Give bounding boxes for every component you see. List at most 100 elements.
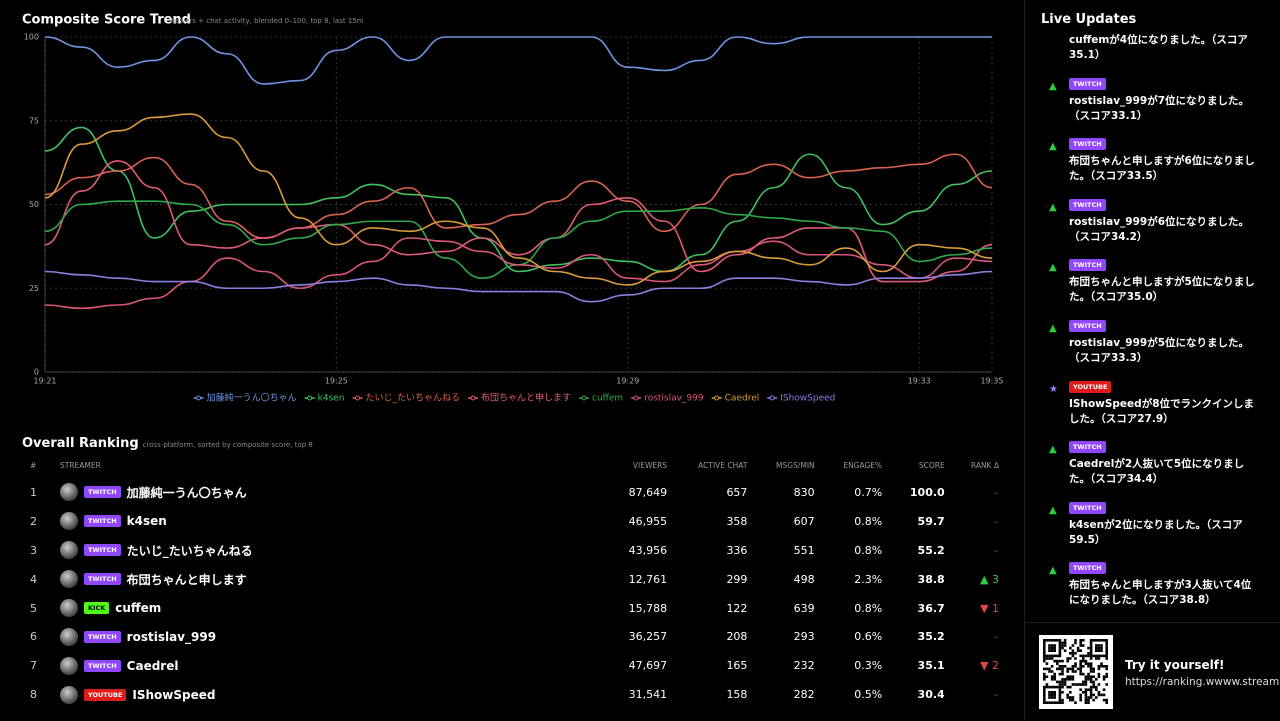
qr-code[interactable] <box>1039 635 1113 709</box>
qr-module <box>1048 644 1051 647</box>
sidebar: Live Updates ▲KICKcuffemが4位になりました。（スコア35… <box>1024 0 1280 720</box>
ranking-row: 8 YOUTUBE IShowSpeed 31,541 158 282 0.5% 30.4 – <box>22 680 1007 709</box>
legend-item[interactable]: たいじ_たいちゃんねる <box>352 393 461 404</box>
qr-module <box>1079 696 1082 699</box>
legend-item[interactable]: 布団ちゃんと申します <box>468 392 571 404</box>
qr-module <box>1043 688 1046 691</box>
legend-label: 加藤純一うん〇ちゃん <box>207 392 297 404</box>
qr-module <box>1045 657 1049 660</box>
qr-module <box>1095 649 1098 652</box>
qr-module <box>1050 693 1054 697</box>
qr-module <box>1079 662 1082 665</box>
platform-badge: TWITCH <box>84 486 121 499</box>
qr-module <box>1071 665 1075 668</box>
qr-module <box>1061 683 1064 686</box>
qr-module <box>1058 646 1062 650</box>
avatar <box>60 541 78 560</box>
legend-label: cuffem <box>592 394 623 404</box>
qr-module <box>1069 646 1072 650</box>
qr-module <box>1089 644 1093 647</box>
score-cell: 100.0 <box>909 485 945 499</box>
active-chat-cell: 165 <box>726 659 748 673</box>
qr-module <box>1050 654 1054 658</box>
legend-swatch-dot <box>355 395 360 401</box>
y-tick-label: 100 <box>24 33 39 42</box>
x-tick-label: 19:21 <box>33 377 56 386</box>
legend-item[interactable]: rostislav_999 <box>631 394 704 404</box>
qr-module <box>1069 657 1072 660</box>
active-chat-cell: 358 <box>726 514 748 528</box>
qr-module <box>1084 691 1088 694</box>
update-icon: ▲ <box>1049 444 1057 456</box>
qr-module <box>1061 644 1064 647</box>
qr-module <box>1043 646 1046 650</box>
qr-module <box>1048 639 1051 642</box>
ranking-row: 5 KICK cuffem 15,788 122 639 0.8% 36.7 ▼ 1 <box>22 594 1007 623</box>
qr-module <box>1082 665 1085 668</box>
qr-module <box>1043 667 1046 671</box>
legend-swatch-dot <box>769 395 775 401</box>
qr-module <box>1058 691 1062 694</box>
rank-cell: 8 <box>30 688 37 702</box>
update-text: IShowSpeedが8位でランクインしました。（スコア27.9） <box>1069 397 1255 425</box>
msgs-per-min-cell: 607 <box>793 514 815 528</box>
qr-module <box>1089 688 1093 691</box>
update-text: 布団ちゃんと申しますが3人抜いて4位になりました。（スコア38.8） <box>1069 579 1252 607</box>
qr-module <box>1053 701 1056 704</box>
qr-module <box>1061 680 1064 684</box>
qr-module <box>1071 698 1075 702</box>
legend-swatch-dot <box>714 395 720 401</box>
qr-module <box>1053 654 1056 658</box>
qr-module <box>1100 693 1103 697</box>
qr-module <box>1053 659 1056 663</box>
qr-module <box>1087 698 1090 702</box>
platform-badge: TWITCH <box>1069 319 1106 332</box>
x-tick-label: 19:35 <box>980 377 1003 386</box>
legend-label: IShowSpeed <box>780 394 835 404</box>
qr-module <box>1069 696 1072 699</box>
main-panel: Composite Score Trend viewers + chat act… <box>22 13 1007 709</box>
update-icon: ▲ <box>1049 322 1057 334</box>
qr-module <box>1058 644 1062 647</box>
qr-module <box>1095 646 1098 650</box>
streamer-cell: TWITCH Caedrel <box>52 651 608 680</box>
streamer-cell: YOUTUBE IShowSpeed <box>52 680 608 709</box>
update-icon: ▲ <box>1049 80 1057 92</box>
qr-module <box>1087 696 1090 699</box>
qr-module <box>1061 646 1064 650</box>
legend-item[interactable]: k4sen <box>304 394 345 404</box>
qr-module <box>1050 675 1054 678</box>
series-line <box>44 153 993 239</box>
platform-badge: KICK <box>84 602 110 614</box>
qr-module <box>1061 672 1064 676</box>
rank-delta-cell: ▲ 3 <box>980 572 999 586</box>
legend-item[interactable]: cuffem <box>579 394 623 404</box>
streamer-name: IShowSpeed <box>132 687 216 702</box>
promo-url[interactable]: https://ranking.wwww.stream <box>1125 676 1280 688</box>
qr-module <box>1043 675 1046 678</box>
qr-module <box>1076 667 1080 671</box>
legend-swatch-dot <box>581 395 587 401</box>
viewers-cell: 12,761 <box>628 572 668 586</box>
qr-module <box>1092 698 1095 702</box>
qr-module <box>1079 644 1082 647</box>
legend-item[interactable]: IShowSpeed <box>767 394 835 404</box>
qr-module <box>1084 688 1088 691</box>
legend-item[interactable]: Caedrel <box>711 394 760 404</box>
update-icon: ▲ <box>1049 504 1057 516</box>
qr-module <box>1066 670 1069 673</box>
qr-module <box>1050 639 1054 642</box>
msgs-per-min-cell: 498 <box>793 572 815 586</box>
viewers-cell: 47,697 <box>628 659 668 673</box>
qr-module <box>1058 688 1062 691</box>
qr-module <box>1084 683 1088 686</box>
qr-module <box>1089 665 1093 668</box>
streamer-cell: TWITCH 加藤純一うん〇ちゃん <box>52 478 608 507</box>
legend-item[interactable]: 加藤純一うん〇ちゃん <box>193 392 297 404</box>
rank-delta-cell: – <box>993 485 1000 499</box>
streamer-name: cuffem <box>115 601 162 615</box>
qr-module <box>1087 654 1090 658</box>
qr-module <box>1050 691 1054 694</box>
qr-module <box>1097 667 1101 671</box>
qr-module <box>1071 667 1075 671</box>
